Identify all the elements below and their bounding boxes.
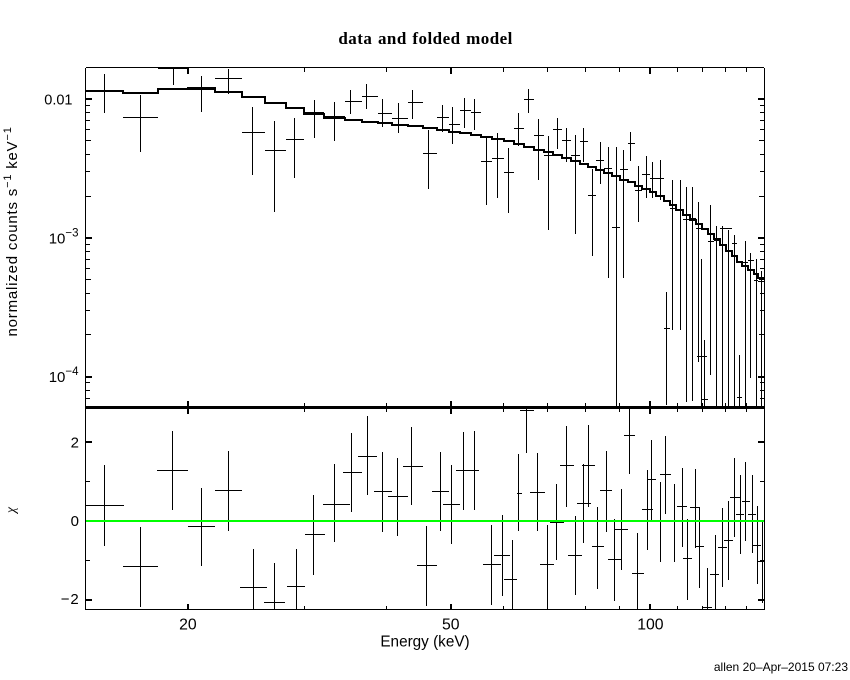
svg-text:χ: χ bbox=[3, 506, 18, 515]
svg-text:10−4: 10−4 bbox=[49, 366, 79, 386]
svg-text:10−3: 10−3 bbox=[49, 227, 79, 247]
svg-text:100: 100 bbox=[637, 617, 664, 634]
svg-text:2: 2 bbox=[71, 434, 79, 451]
svg-text:−2: −2 bbox=[61, 591, 80, 608]
svg-text:50: 50 bbox=[442, 617, 460, 634]
svg-text:allen 20–Apr–2015 07:23: allen 20–Apr–2015 07:23 bbox=[714, 660, 848, 674]
svg-text:0.01: 0.01 bbox=[44, 92, 72, 108]
svg-text:0: 0 bbox=[71, 513, 79, 530]
svg-text:data and folded model: data and folded model bbox=[338, 29, 512, 48]
svg-text:20: 20 bbox=[179, 617, 197, 634]
svg-text:Energy (keV): Energy (keV) bbox=[380, 634, 469, 651]
svg-text:normalized counts s−1 keV−1: normalized counts s−1 keV−1 bbox=[2, 126, 21, 336]
